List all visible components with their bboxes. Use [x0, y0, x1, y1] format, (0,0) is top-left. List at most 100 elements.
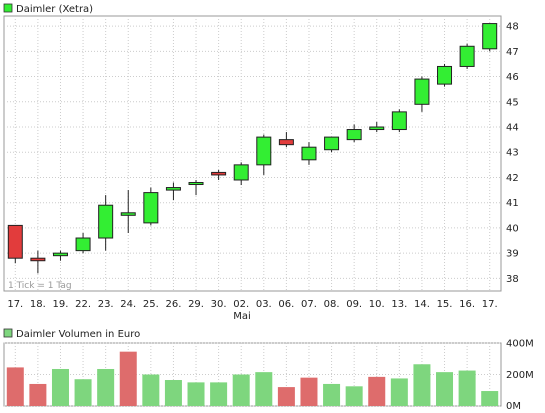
x-tick-label: 15. [437, 299, 453, 310]
price-y-tick-label: 42 [506, 173, 519, 184]
candle-body [391, 111, 407, 131]
volume-y-tick-label: 200M [506, 370, 534, 381]
price-legend-swatch [3, 3, 13, 13]
tick-note: 1 Tick = 1 Tag [8, 281, 72, 291]
price-y-tick-label: 44 [506, 123, 519, 134]
candle-body [7, 224, 23, 259]
candle-body [301, 146, 317, 161]
candle-body [324, 136, 340, 151]
candle-body [233, 164, 249, 181]
x-tick-label: 10. [369, 299, 385, 310]
candle-body [30, 257, 46, 262]
x-tick-label: 02. [233, 299, 249, 310]
candle-body [165, 187, 181, 191]
volume-bar [323, 383, 341, 406]
price-y-tick-label: 48 [506, 22, 519, 33]
candle [278, 132, 294, 148]
x-tick-label: 16. [459, 299, 475, 310]
volume-bar [255, 372, 273, 406]
candle [346, 124, 362, 143]
volume-bar [51, 368, 69, 406]
price-y-tick-label: 46 [506, 72, 519, 83]
candle [75, 232, 91, 254]
price-y-tick-label: 39 [506, 249, 519, 260]
candle-body [369, 126, 385, 131]
candle [30, 250, 46, 274]
x-tick-label: 29. [188, 299, 204, 310]
candle [143, 187, 159, 226]
candle-body [414, 78, 430, 105]
x-tick-label: 13. [391, 299, 407, 310]
candle [301, 142, 317, 165]
candle-body [278, 139, 294, 146]
volume-bar [390, 378, 408, 406]
price-y-tick-label: 47 [506, 47, 519, 58]
volume-bar [300, 377, 318, 406]
volume-legend-label: Daimler Volumen in Euro [16, 329, 140, 340]
candle-body [211, 171, 227, 176]
x-tick-label: 24. [120, 299, 136, 310]
candle [7, 224, 23, 264]
candle [391, 109, 407, 133]
candle-body [482, 23, 498, 50]
price-legend-label: Daimler (Xetra) [16, 4, 93, 15]
volume-bars [6, 351, 499, 406]
volume-bar [74, 379, 92, 406]
x-tick-label: 09. [346, 299, 362, 310]
month-label: Mai [233, 311, 251, 322]
price-y-tick-label: 38 [506, 274, 519, 285]
candle-body [188, 182, 204, 186]
candle [324, 136, 340, 153]
x-tick-label: 06. [278, 299, 294, 310]
x-tick-label: 30. [211, 299, 227, 310]
price-y-tick-label: 45 [506, 97, 519, 108]
candle-body [459, 45, 475, 67]
candle-body [75, 237, 91, 252]
price-y-tick-label: 41 [506, 198, 519, 209]
candle [414, 76, 430, 112]
candle [459, 43, 475, 69]
candle [211, 169, 227, 180]
price-grid [4, 16, 501, 291]
candle-body [437, 65, 453, 85]
candle [437, 63, 453, 87]
x-tick-label: 08. [324, 299, 340, 310]
candle-body [256, 136, 272, 166]
x-tick-label: 23. [98, 299, 114, 310]
volume-bar [187, 382, 205, 406]
x-tick-label: 14. [414, 299, 430, 310]
volume-y-tick-label: 0M [506, 401, 521, 412]
x-tick-label: 18. [30, 299, 46, 310]
candle-body [52, 252, 68, 257]
candle-body [98, 204, 114, 239]
candle [188, 179, 204, 196]
volume-y-tick-label: 400M [506, 339, 534, 350]
candle [165, 182, 181, 201]
volume-bar [277, 387, 295, 406]
volume-bar [29, 383, 47, 406]
x-tick-label: 22. [75, 299, 91, 310]
candle [233, 162, 249, 186]
price-y-tick-label: 43 [506, 148, 519, 159]
x-tick-label: 03. [256, 299, 272, 310]
candle-body [120, 212, 136, 216]
volume-bar [210, 382, 228, 406]
volume-bar [458, 370, 476, 406]
candle [98, 195, 114, 251]
price-y-axis: 38 39 40 41 42 43 44 45 46 47 48 [506, 22, 519, 285]
volume-bar [436, 372, 454, 406]
volume-bar [97, 368, 115, 406]
volume-bar [142, 374, 160, 406]
candle [120, 190, 136, 233]
x-tick-label: 25. [143, 299, 159, 310]
volume-bar [345, 386, 363, 406]
candle [52, 250, 68, 261]
volume-bar [481, 391, 499, 406]
volume-bar [232, 374, 250, 406]
x-tick-label: 07. [301, 299, 317, 310]
x-tick-label: 19. [53, 299, 69, 310]
volume-bar [119, 351, 137, 406]
candle [369, 121, 385, 133]
